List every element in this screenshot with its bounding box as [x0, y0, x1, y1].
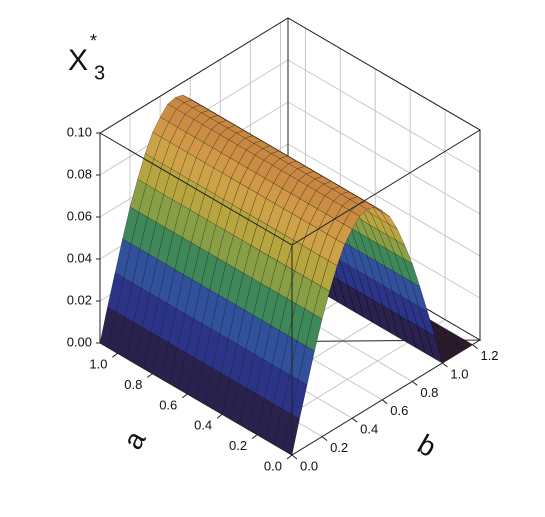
surface-cell: [107, 272, 125, 313]
grid-line: [287, 59, 481, 173]
surface-cell: [242, 214, 259, 246]
surface-cell: [370, 213, 388, 236]
surface-cell: [159, 303, 177, 343]
surface-cell: [114, 238, 132, 279]
surface-cell: [243, 245, 261, 279]
back-frame: [99, 17, 481, 134]
surface-cell: [313, 285, 330, 320]
tick-mark: [147, 373, 153, 378]
surface-cell: [177, 313, 194, 354]
tick-mark: [381, 399, 388, 405]
surface-cell: [290, 379, 308, 420]
surface-cell: [340, 191, 358, 200]
z-tick-label: 0.08: [67, 166, 92, 181]
surface-cell: [320, 260, 338, 292]
surface-cell: [161, 121, 178, 143]
a-tick-label: 0.2: [229, 438, 247, 453]
surface-cell: [360, 219, 378, 245]
b-tick-label: 0.6: [390, 403, 408, 418]
surface-cell: [170, 147, 188, 175]
surface-cell: [238, 149, 256, 169]
surface-cell: [305, 313, 323, 352]
grid-line: [287, 101, 481, 215]
tick-mark: [181, 393, 188, 399]
surface-cell: [213, 152, 231, 174]
surface-cell: [380, 211, 398, 230]
z-tick-label: 0.04: [67, 250, 92, 265]
tick-mark: [291, 454, 298, 460]
surface-cell: [218, 262, 236, 301]
surface-cell: [303, 250, 320, 282]
surface-cell: [438, 329, 456, 340]
b-tick-label: 1.0: [450, 366, 468, 381]
surface-cell: [385, 247, 403, 277]
b-tick-label: 0.2: [330, 440, 348, 455]
surface-cell: [288, 160, 306, 170]
a-tick-label: 0.6: [159, 397, 177, 412]
surface-cell: [328, 238, 345, 267]
surface-cell: [244, 277, 262, 316]
surface-cell: [244, 135, 262, 144]
a-tick-label: 0.4: [194, 418, 212, 433]
tick-mark: [112, 352, 118, 358]
tick-mark: [412, 381, 418, 386]
surface-cell: [395, 239, 413, 265]
surface-cell: [219, 299, 237, 340]
surface-cell: [123, 243, 141, 284]
tick-mark: [472, 344, 478, 349]
grid-line: [287, 143, 481, 257]
tick-mark: [351, 417, 358, 423]
a-axis-label: a: [117, 425, 152, 454]
surface-cell: [157, 226, 175, 265]
tick-mark: [216, 413, 223, 419]
surface-cell: [174, 237, 192, 275]
surface-cell: [198, 188, 216, 221]
surface-cell: [255, 359, 273, 399]
surface-cell: [304, 280, 322, 315]
z-tick-label: 0.10: [67, 124, 92, 139]
surface-cell: [236, 309, 254, 350]
z-tick-label: 0.00: [67, 334, 92, 349]
surface-cell: [266, 203, 284, 231]
surface-cell: [447, 334, 465, 345]
surface-cell: [165, 232, 183, 270]
surface-cell: [158, 263, 176, 304]
z-tick-label: 0.06: [67, 208, 92, 223]
a-tick-label: 0.8: [124, 377, 142, 392]
b-tick-label: 1.2: [480, 348, 498, 363]
surface-cell: [349, 245, 367, 277]
a-tick-label: 0.0: [264, 458, 282, 473]
b-axis-label: b: [413, 428, 442, 463]
surface-cell: [254, 319, 272, 360]
tick-mark: [321, 436, 328, 441]
tick-mark: [286, 454, 293, 460]
surface-cell: [200, 252, 218, 291]
b-tick-label: 0.8: [420, 385, 438, 400]
surface-cell: [147, 189, 165, 223]
surface-cell: [289, 168, 307, 181]
z-axis-label: X: [68, 44, 88, 77]
a-tick-label: 1.0: [89, 357, 107, 372]
z-axis-label-sub: 3: [94, 62, 105, 84]
b-tick-label: 0.0: [300, 458, 318, 473]
b-tick-label: 0.4: [360, 422, 378, 437]
surface-cell: [253, 282, 271, 321]
z-axis-label-sup: *: [90, 31, 97, 51]
tick-mark: [251, 434, 258, 440]
surface-cell: [359, 232, 377, 262]
surface-cell: [358, 250, 376, 282]
z-tick-label: 0.02: [67, 292, 92, 307]
surface-cell: [276, 234, 294, 267]
surface-cell: [194, 323, 212, 364]
surface-cell: [298, 345, 315, 386]
surface-cell: [268, 229, 286, 262]
surface-cell: [280, 335, 298, 376]
tick-mark: [442, 362, 448, 368]
surface-cell: [223, 177, 241, 205]
surface-cell: [146, 158, 163, 190]
surface-cell: [140, 253, 158, 294]
